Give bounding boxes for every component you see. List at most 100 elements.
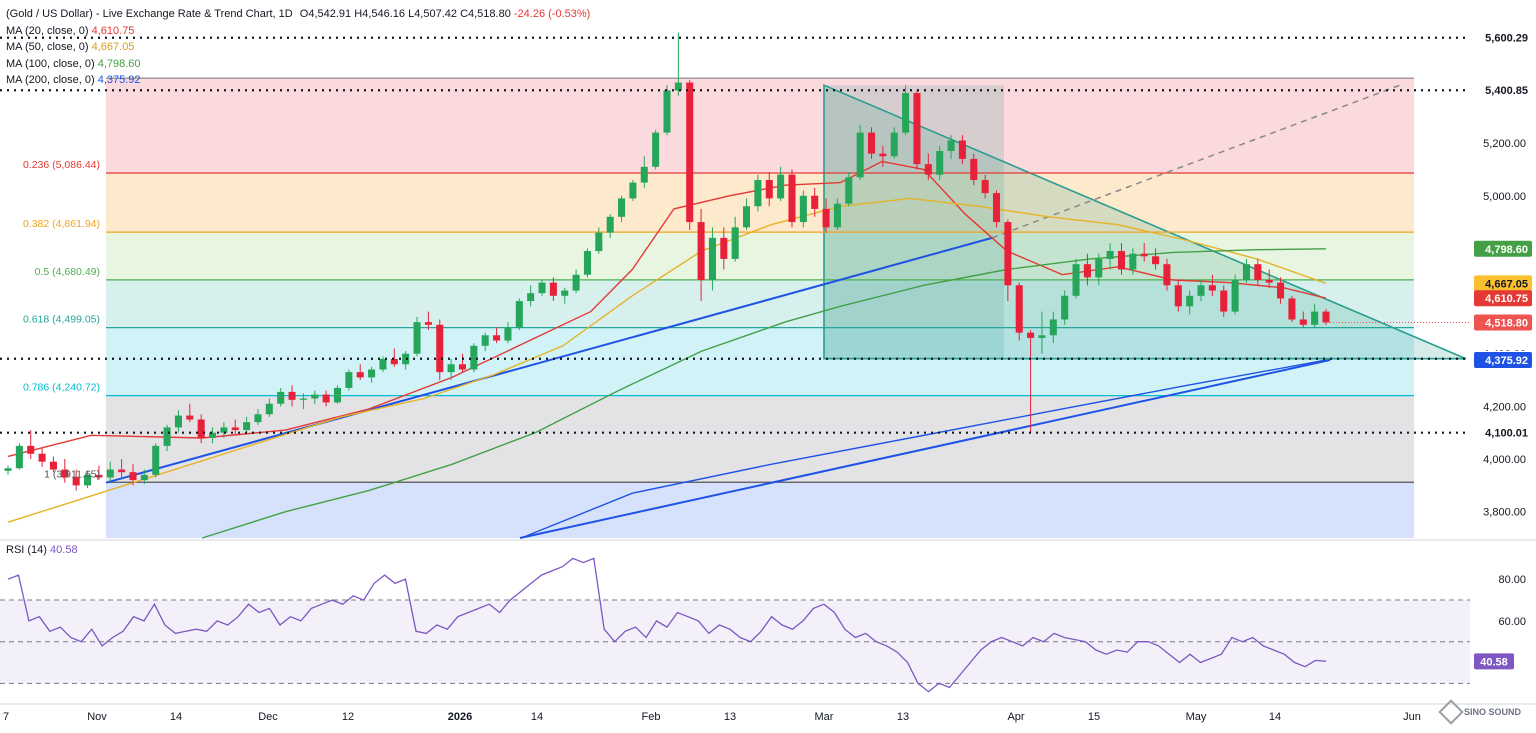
candle-body (833, 203, 841, 228)
candle-body (390, 358, 398, 365)
price-tag-label: 4,518.80 (1485, 317, 1528, 329)
candle-body (152, 445, 160, 475)
legend-ma50-label: MA (50, close, 0) (6, 41, 89, 53)
legend-ma100[interactable]: MA (100, close, 0) 4,798.60 (6, 56, 590, 73)
candle-body (163, 427, 171, 446)
candle-body (981, 179, 989, 194)
candle-body (640, 166, 648, 183)
price-tag-box (1474, 240, 1532, 257)
price-tag-label: 4,100.01 (1485, 428, 1528, 440)
candle-body (402, 353, 410, 365)
fib-band (106, 395, 1414, 483)
fib-band (106, 232, 1414, 280)
price-tag-box (1474, 290, 1532, 307)
triangle-pattern (823, 83, 1467, 360)
candle-body (424, 322, 432, 325)
candle-body (1095, 258, 1103, 278)
candle-body (879, 153, 887, 157)
candle-body (15, 445, 23, 469)
legend-ma20[interactable]: MA (20, close, 0) 4,610.75 (6, 23, 590, 40)
rsi-pane: 80.00 60.00 40.58 (0, 539, 1536, 693)
rsi-legend[interactable]: RSI (14) 40.58 (6, 544, 78, 556)
candle-body (458, 364, 467, 370)
price-tag-box (1474, 275, 1532, 292)
candle-body (470, 345, 478, 370)
candle-body (493, 335, 501, 341)
candle-body (254, 414, 262, 423)
time-tick-label: Nov (87, 711, 107, 723)
logo-text: SINO SOUND (1464, 707, 1522, 717)
close-value: C4,518.80 (460, 8, 511, 20)
candle-body (1004, 222, 1012, 286)
candle-body (231, 427, 239, 431)
time-tick-label: Apr (1007, 711, 1024, 723)
candle-body (1174, 285, 1182, 307)
fib-band (106, 279, 1414, 328)
candle-body (595, 232, 603, 252)
candle-body (345, 372, 353, 388)
candle-body (277, 391, 285, 404)
candle-body (549, 282, 557, 296)
candle-body (38, 453, 46, 462)
candle-body (697, 222, 705, 280)
candle-body (527, 293, 535, 302)
time-tick-label: 14 (1269, 711, 1281, 723)
legend-ma100-value: 4,798.60 (97, 57, 141, 70)
price-tick-label: 4,000.00 (1483, 454, 1526, 466)
price-tick-label: 5,000.00 (1483, 191, 1526, 203)
candle-body (299, 398, 307, 400)
price-tick-label: 4,200.00 (1483, 401, 1526, 413)
time-tick-label: 13 (897, 711, 909, 723)
time-tick-label: 7 (3, 711, 9, 723)
candle-body (583, 251, 591, 275)
legend-ma200-value: 4,375.92 (97, 74, 141, 86)
legend-ma200[interactable]: MA (200, close, 0) 4,375.92 (6, 72, 590, 89)
uptrend-line-lower (519, 359, 1331, 539)
candle-body (1106, 251, 1114, 259)
fib-label: 0.5 (4,680.49) (35, 266, 100, 278)
candle-body (129, 472, 137, 481)
candle-body (27, 445, 35, 454)
candle-body (322, 394, 330, 403)
time-tick-label: Mar (815, 711, 834, 723)
candle-body (1083, 264, 1091, 278)
legend-ma50[interactable]: MA (50, close, 0) 4,667.05 (6, 39, 590, 56)
candle-body (1140, 253, 1148, 257)
candle-body (754, 179, 762, 207)
price-tag-label: 4,375.92 (1485, 355, 1528, 367)
candle-body (947, 140, 955, 151)
rsi-tick-label: 80.00 (1498, 574, 1526, 586)
ma-line (521, 359, 1327, 539)
price-tick-label: 5,200.00 (1483, 138, 1526, 150)
candle-body (867, 132, 876, 154)
candle-body (777, 174, 785, 199)
candle-body (856, 132, 864, 178)
candle-body (1129, 253, 1137, 270)
candle-body (1299, 319, 1307, 325)
symbol-title: (Gold / US Dollar) - Live Exchange Rate … (6, 8, 293, 20)
candle-body (368, 369, 376, 378)
candle-body (84, 474, 92, 486)
fib-label: 0.236 (5,086.44) (23, 159, 100, 171)
fib-label: 1 (3,911.65) (44, 468, 100, 480)
time-tick-label: Feb (642, 711, 661, 723)
candle-body (1277, 282, 1285, 299)
candle-body (197, 419, 205, 438)
time-axis: 7 Nov 14 Dec 12 2026 14 Feb 13 Mar 13 Apr 15 May 14 Jun (0, 703, 1536, 723)
candle-body (618, 198, 626, 217)
candle-body (629, 182, 637, 199)
candle-body (1254, 264, 1262, 280)
price-tags: 5,600.29 5,400.85 4,798.60 4,667.05 4,610.75… (1474, 29, 1532, 441)
candle-body (1186, 295, 1194, 307)
fib-band (106, 78, 1414, 173)
candle-body (788, 174, 796, 223)
uptrend-line-upper (105, 236, 993, 484)
fib-label: 0.382 (4,861.94) (23, 218, 100, 230)
candle-body (1231, 280, 1239, 312)
candle-body (1027, 332, 1035, 338)
time-tick-label: 2026 (448, 711, 472, 723)
legend-ma200-label: MA (200, close, 0) (6, 74, 95, 86)
price-tag-label: 4,610.75 (1485, 293, 1528, 305)
